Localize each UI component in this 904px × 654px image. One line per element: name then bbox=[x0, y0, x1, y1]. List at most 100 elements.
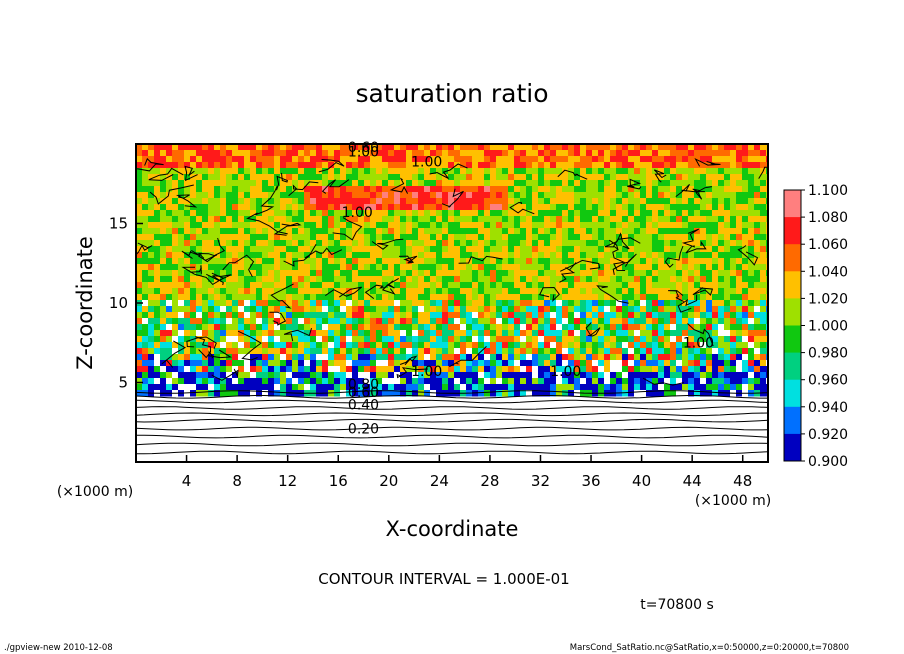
field-cell bbox=[748, 384, 755, 391]
field-cell bbox=[274, 216, 281, 223]
field-cell bbox=[286, 276, 293, 283]
field-cell bbox=[166, 372, 173, 379]
field-cell bbox=[262, 210, 269, 217]
contour-line bbox=[737, 245, 759, 266]
field-cell bbox=[598, 270, 605, 277]
field-cell bbox=[280, 390, 287, 397]
field-cell bbox=[274, 210, 281, 217]
field-cell bbox=[244, 258, 251, 265]
field-cell bbox=[322, 330, 329, 337]
field-cell bbox=[448, 192, 455, 199]
field-cell bbox=[178, 210, 185, 217]
field-cell bbox=[298, 156, 305, 163]
field-cell bbox=[520, 318, 527, 325]
field-cell bbox=[250, 210, 257, 217]
field-cell bbox=[148, 372, 155, 379]
field-cell bbox=[226, 222, 233, 229]
field-cell bbox=[706, 258, 713, 265]
field-cell bbox=[454, 174, 461, 181]
field-cell bbox=[538, 348, 545, 355]
field-cell bbox=[346, 228, 353, 235]
field-cell bbox=[286, 270, 293, 277]
field-cell bbox=[370, 330, 377, 337]
field-cell bbox=[442, 144, 449, 151]
field-cell bbox=[166, 174, 173, 181]
field-cell bbox=[682, 246, 689, 253]
field-cell bbox=[220, 324, 227, 331]
field-cell bbox=[388, 246, 395, 253]
field-cell bbox=[598, 198, 605, 205]
field-cell bbox=[310, 354, 317, 361]
field-cell bbox=[538, 180, 545, 187]
field-cell bbox=[622, 294, 629, 301]
field-cell bbox=[616, 384, 623, 391]
field-cell bbox=[526, 186, 533, 193]
field-cell bbox=[460, 288, 467, 295]
field-cell bbox=[466, 354, 473, 361]
field-cell bbox=[262, 360, 269, 367]
field-cell bbox=[370, 294, 377, 301]
field-cell bbox=[730, 150, 737, 157]
field-cell bbox=[322, 240, 329, 247]
field-cell bbox=[700, 360, 707, 367]
field-cell bbox=[424, 312, 431, 319]
field-cell bbox=[496, 162, 503, 169]
field-cell bbox=[478, 306, 485, 313]
field-cell bbox=[226, 186, 233, 193]
field-cell bbox=[298, 168, 305, 175]
field-cell bbox=[334, 354, 341, 361]
field-cell bbox=[352, 384, 359, 391]
field-cell bbox=[730, 282, 737, 289]
field-cell bbox=[556, 174, 563, 181]
field-cell bbox=[244, 234, 251, 241]
field-cell bbox=[436, 270, 443, 277]
field-cell bbox=[322, 342, 329, 349]
field-cell bbox=[556, 384, 563, 391]
field-cell bbox=[214, 270, 221, 277]
field-cell bbox=[370, 390, 377, 397]
field-cell bbox=[340, 252, 347, 259]
field-cell bbox=[436, 288, 443, 295]
field-cell bbox=[646, 228, 653, 235]
field-cell bbox=[526, 312, 533, 319]
field-cell bbox=[502, 384, 509, 391]
field-cell bbox=[328, 300, 335, 307]
field-cell bbox=[730, 180, 737, 187]
field-cell bbox=[304, 144, 311, 151]
field-cell bbox=[202, 312, 209, 319]
field-cell bbox=[250, 282, 257, 289]
field-cell bbox=[472, 294, 479, 301]
contour-line bbox=[161, 340, 187, 368]
field-cell bbox=[190, 294, 197, 301]
field-cell bbox=[400, 372, 407, 379]
field-cell bbox=[742, 270, 749, 277]
field-cell bbox=[682, 390, 689, 397]
field-cell bbox=[184, 258, 191, 265]
field-cell bbox=[544, 342, 551, 349]
field-cell bbox=[604, 156, 611, 163]
field-cell bbox=[484, 174, 491, 181]
field-cell bbox=[310, 342, 317, 349]
field-cell bbox=[682, 264, 689, 271]
field-cell bbox=[760, 174, 767, 181]
field-cell bbox=[538, 150, 545, 157]
field-cell bbox=[556, 228, 563, 235]
field-cell bbox=[358, 324, 365, 331]
field-cell bbox=[508, 360, 515, 367]
field-cell bbox=[460, 282, 467, 289]
field-cell bbox=[616, 180, 623, 187]
field-cell bbox=[460, 210, 467, 217]
field-cell bbox=[244, 192, 251, 199]
field-cell bbox=[226, 252, 233, 259]
field-cell bbox=[676, 192, 683, 199]
field-cell bbox=[454, 180, 461, 187]
field-cell bbox=[484, 144, 491, 151]
field-cell bbox=[358, 360, 365, 367]
field-cell bbox=[172, 240, 179, 247]
field-cell bbox=[196, 282, 203, 289]
field-cell bbox=[268, 324, 275, 331]
field-cell bbox=[406, 204, 413, 211]
field-cell bbox=[238, 282, 245, 289]
field-cell bbox=[484, 306, 491, 313]
field-cell bbox=[346, 210, 353, 217]
